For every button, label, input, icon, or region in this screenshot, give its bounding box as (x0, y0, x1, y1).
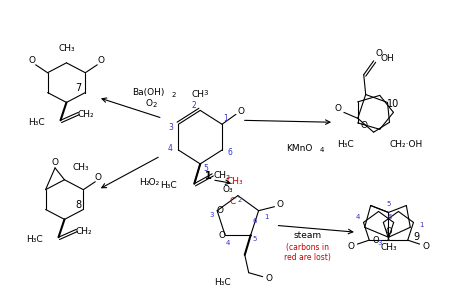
Text: CH₃: CH₃ (72, 163, 89, 172)
Text: CH₂·OH: CH₂·OH (390, 140, 423, 149)
Text: O₃: O₃ (223, 185, 233, 194)
Text: 9: 9 (413, 232, 419, 242)
Text: 2: 2 (153, 102, 157, 109)
Text: O: O (28, 56, 35, 65)
Text: KMnO: KMnO (286, 144, 312, 152)
Text: O: O (145, 99, 152, 108)
Text: 2: 2 (226, 175, 230, 180)
Text: 6: 6 (228, 148, 232, 156)
Text: O: O (216, 206, 224, 215)
Text: 7: 7 (75, 83, 81, 93)
Text: 5: 5 (386, 200, 391, 206)
Text: red are lost): red are lost) (284, 253, 331, 262)
Text: CH₂: CH₂ (76, 227, 93, 236)
Text: 1: 1 (224, 114, 228, 123)
Text: 1: 1 (419, 222, 423, 228)
Text: 1: 1 (264, 214, 269, 220)
Text: 4: 4 (226, 240, 230, 246)
Text: 2: 2 (192, 101, 197, 110)
Text: 6: 6 (252, 217, 257, 224)
Text: CH₂: CH₂ (78, 110, 94, 119)
Text: H₃C: H₃C (26, 235, 43, 244)
Text: O: O (52, 158, 58, 167)
Text: 3: 3 (168, 123, 173, 132)
Text: (carbons in: (carbons in (286, 243, 329, 252)
Text: CH: CH (214, 171, 226, 180)
Text: H: H (139, 178, 146, 187)
Text: 3: 3 (378, 240, 382, 246)
Text: O: O (98, 56, 105, 65)
Text: O: O (348, 242, 355, 251)
Text: 4: 4 (168, 144, 173, 152)
Text: steam: steam (293, 231, 321, 240)
Text: O: O (94, 173, 102, 182)
Text: O: O (237, 107, 244, 116)
Text: 2: 2 (238, 196, 242, 203)
Text: O: O (277, 200, 284, 209)
Text: O: O (265, 274, 272, 283)
Text: 3: 3 (209, 212, 213, 218)
Text: 10: 10 (387, 99, 400, 109)
Text: O: O (360, 121, 367, 130)
Text: 5: 5 (252, 236, 257, 242)
Text: Ba(OH): Ba(OH) (132, 88, 165, 97)
Text: CH₃: CH₃ (58, 45, 75, 53)
Text: O: O (334, 104, 342, 113)
Text: 5: 5 (204, 164, 209, 173)
Text: O: O (219, 231, 225, 239)
Text: H₃C: H₃C (214, 278, 231, 287)
Text: 4: 4 (356, 214, 360, 221)
Text: H₃C: H₃C (28, 118, 45, 127)
Text: CH₃: CH₃ (380, 243, 397, 252)
Text: H₃C: H₃C (337, 140, 354, 149)
Text: 6: 6 (387, 214, 392, 221)
Text: 2: 2 (171, 92, 176, 98)
Text: OH: OH (381, 54, 394, 63)
Text: 3: 3 (203, 90, 207, 95)
Text: ₂O₂: ₂O₂ (146, 178, 160, 187)
Text: H₃C: H₃C (160, 181, 176, 190)
Text: O: O (422, 242, 429, 251)
Text: C: C (230, 197, 236, 206)
Text: 8: 8 (75, 199, 81, 210)
Text: O: O (372, 236, 379, 245)
Text: O: O (386, 227, 392, 236)
Text: O: O (375, 49, 382, 58)
Text: 4: 4 (320, 147, 324, 153)
Text: 1: 1 (205, 171, 211, 181)
Text: CH₃: CH₃ (227, 177, 243, 186)
Text: CH: CH (192, 90, 205, 99)
